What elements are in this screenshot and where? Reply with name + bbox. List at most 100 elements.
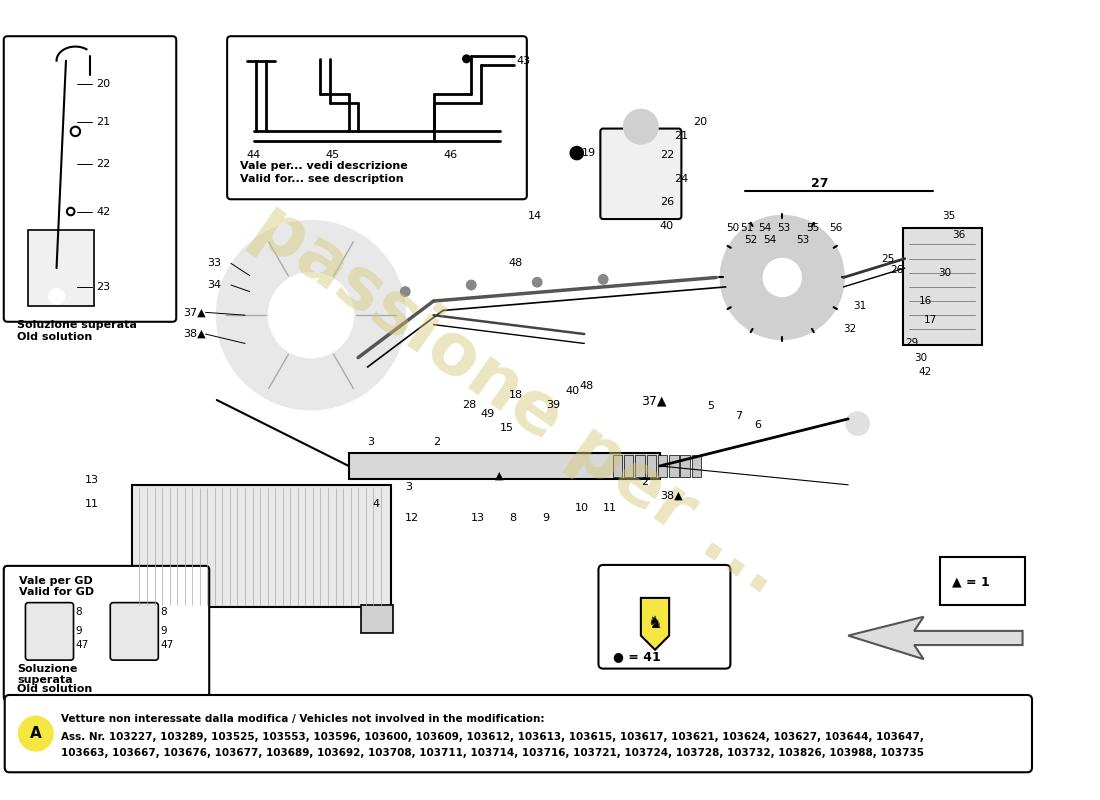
Text: 28: 28 (462, 400, 476, 410)
Circle shape (466, 280, 476, 290)
Text: 48: 48 (580, 381, 594, 391)
FancyBboxPatch shape (361, 606, 393, 633)
Text: Old solution: Old solution (16, 684, 92, 694)
Text: 16: 16 (918, 296, 932, 306)
Text: 21: 21 (674, 131, 688, 141)
Text: 55: 55 (806, 223, 820, 234)
Text: 47: 47 (76, 640, 89, 650)
Text: 8: 8 (509, 513, 516, 523)
Text: 36: 36 (952, 230, 965, 240)
Bar (613, 454, 621, 478)
Text: 51: 51 (740, 223, 754, 234)
Circle shape (720, 216, 844, 338)
Text: 37▲: 37▲ (641, 394, 667, 408)
FancyBboxPatch shape (4, 695, 1032, 772)
Text: 13: 13 (85, 475, 99, 485)
Text: 26: 26 (660, 197, 674, 207)
Bar (692, 454, 701, 478)
Bar (132, 485, 392, 607)
Bar (647, 454, 656, 478)
Text: 39: 39 (547, 400, 561, 410)
FancyBboxPatch shape (227, 36, 527, 199)
Text: 47: 47 (161, 640, 174, 650)
Text: Soluzione superata: Soluzione superata (16, 320, 136, 330)
Text: 20: 20 (693, 117, 707, 127)
Text: 9: 9 (161, 626, 167, 636)
Text: 48: 48 (509, 258, 524, 268)
FancyBboxPatch shape (29, 230, 95, 306)
FancyBboxPatch shape (939, 558, 1025, 606)
Text: 45: 45 (326, 150, 339, 160)
Text: 31: 31 (852, 301, 866, 310)
Text: 2: 2 (433, 438, 441, 447)
Polygon shape (848, 617, 1023, 659)
Text: 17: 17 (924, 315, 937, 325)
FancyBboxPatch shape (598, 565, 730, 669)
Text: 18: 18 (509, 390, 524, 400)
Text: 46: 46 (443, 150, 458, 160)
Text: Ass. Nr. 103227, 103289, 103525, 103553, 103596, 103600, 103609, 103612, 103613,: Ass. Nr. 103227, 103289, 103525, 103553,… (62, 732, 924, 742)
Text: ▲ = 1: ▲ = 1 (952, 575, 990, 588)
Text: 42: 42 (96, 206, 110, 217)
Text: 14: 14 (528, 211, 542, 222)
Text: 42: 42 (918, 366, 932, 377)
Text: Old solution: Old solution (16, 332, 92, 342)
Text: 34: 34 (207, 280, 221, 290)
Text: 10: 10 (575, 503, 589, 514)
Text: 3: 3 (367, 438, 375, 447)
Text: 21: 21 (96, 117, 110, 127)
Circle shape (570, 146, 583, 160)
Circle shape (846, 412, 869, 435)
Text: 50: 50 (726, 223, 739, 234)
Text: 13: 13 (471, 513, 485, 523)
Text: 2: 2 (641, 477, 648, 487)
Text: 26: 26 (891, 265, 904, 275)
Text: 4: 4 (372, 498, 379, 509)
Text: 54: 54 (759, 223, 772, 234)
Text: 32: 32 (844, 324, 857, 334)
Text: 8: 8 (161, 607, 167, 617)
Text: Valid for GD: Valid for GD (19, 587, 94, 598)
Text: 20: 20 (96, 79, 110, 90)
Circle shape (400, 287, 410, 296)
Text: Vale per GD: Vale per GD (19, 576, 92, 586)
Circle shape (763, 258, 801, 296)
Circle shape (598, 274, 608, 284)
FancyBboxPatch shape (903, 229, 982, 346)
Text: 40: 40 (660, 221, 674, 230)
Text: 40: 40 (565, 386, 580, 395)
Circle shape (463, 55, 471, 62)
FancyBboxPatch shape (601, 129, 681, 219)
Text: passione per ...: passione per ... (240, 191, 796, 609)
Text: A: A (30, 726, 42, 741)
Text: 38▲: 38▲ (660, 491, 682, 501)
Text: 24: 24 (674, 174, 689, 183)
Text: 5: 5 (707, 402, 714, 411)
Bar (658, 454, 668, 478)
Text: 22: 22 (660, 150, 674, 160)
Text: 19: 19 (582, 148, 595, 158)
Text: 44: 44 (246, 150, 261, 160)
Text: 37▲: 37▲ (183, 307, 206, 318)
Text: 11: 11 (85, 498, 99, 509)
Text: ● = 41: ● = 41 (613, 650, 660, 663)
Text: 11: 11 (603, 503, 617, 514)
Text: 52: 52 (745, 234, 758, 245)
Circle shape (19, 717, 53, 750)
Text: 3: 3 (405, 482, 412, 491)
Text: superata: superata (16, 675, 73, 685)
Bar (681, 454, 690, 478)
Text: 15: 15 (499, 423, 514, 434)
Bar (669, 454, 679, 478)
Text: 30: 30 (937, 268, 950, 278)
Text: 38▲: 38▲ (183, 329, 206, 339)
Text: Vale per... vedi descrizione: Vale per... vedi descrizione (240, 162, 408, 171)
Text: 30: 30 (914, 353, 927, 362)
Circle shape (624, 110, 658, 144)
Text: 22: 22 (96, 159, 110, 170)
Text: 33: 33 (207, 258, 221, 268)
Circle shape (268, 273, 353, 358)
FancyBboxPatch shape (3, 36, 176, 322)
Text: Vetture non interessate dalla modifica / Vehicles not involved in the modificati: Vetture non interessate dalla modifica /… (62, 714, 544, 723)
Text: 7: 7 (735, 411, 743, 421)
